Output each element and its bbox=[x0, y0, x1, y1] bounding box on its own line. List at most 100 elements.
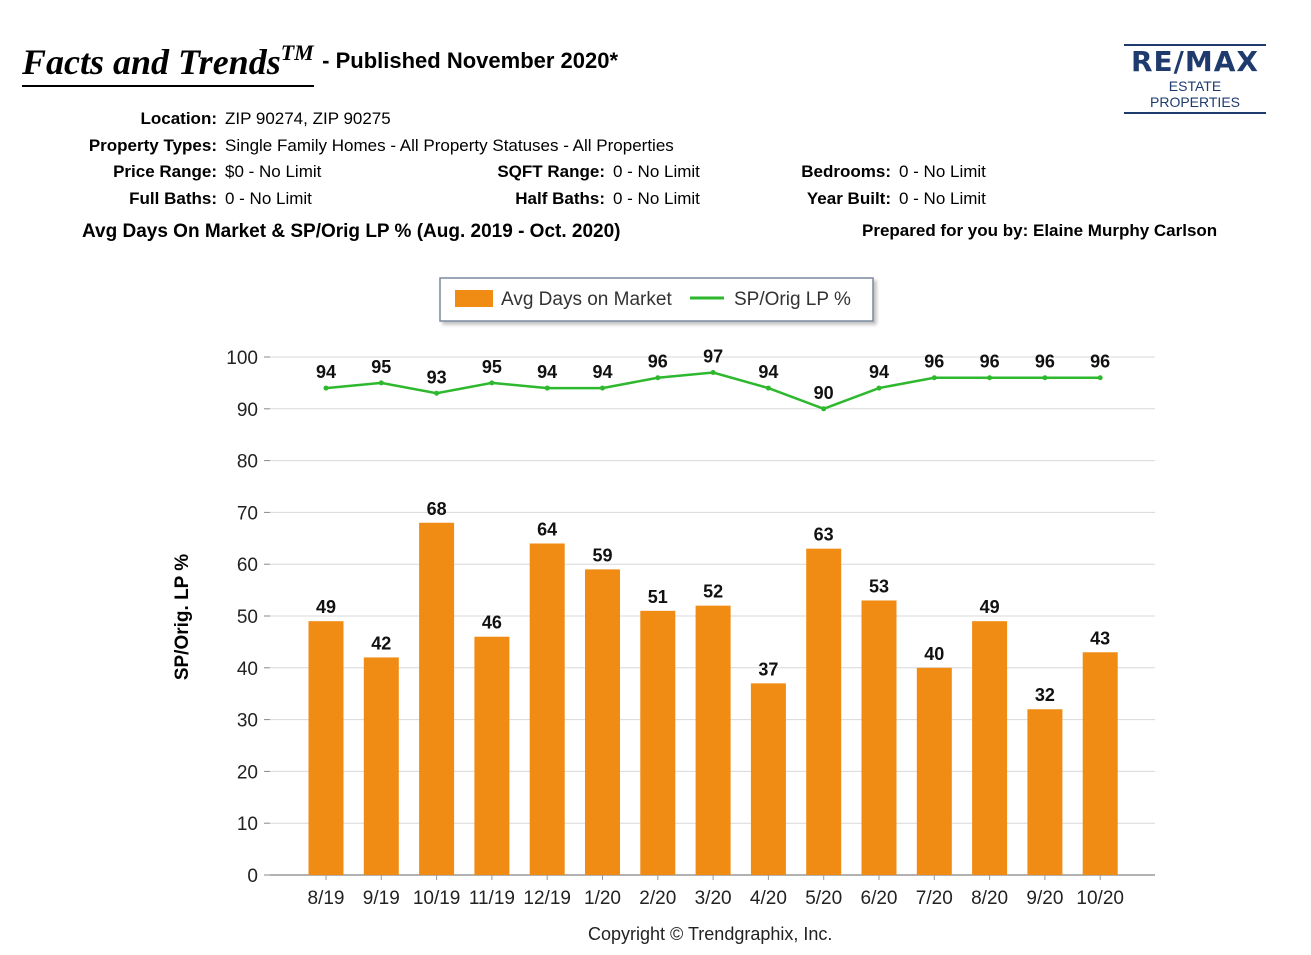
bar bbox=[419, 522, 455, 875]
x-tick-label: 9/20 bbox=[1026, 888, 1063, 909]
half-baths-value: 0 - No Limit bbox=[613, 189, 700, 208]
bar bbox=[529, 543, 565, 875]
line-point bbox=[931, 375, 937, 381]
year-built-row: Year Built: 0 - No Limit bbox=[700, 189, 986, 209]
bedrooms-label: Bedrooms: bbox=[801, 162, 891, 181]
y-tick-label: 50 bbox=[237, 607, 258, 628]
copyright-notice: Copyright © Trendgraphix, Inc. bbox=[588, 924, 833, 944]
line-value-label: 97 bbox=[703, 347, 723, 367]
line-point bbox=[378, 380, 384, 386]
line-point bbox=[765, 385, 771, 391]
x-axis-ticks: 8/19 9/19 10/19 11/19 12/19 1/20 2/20 3/20 4/20 5… bbox=[308, 875, 1124, 909]
line-value-label: 94 bbox=[592, 362, 612, 382]
bar-value-label: 52 bbox=[703, 582, 723, 602]
line-value-label: 96 bbox=[1090, 352, 1110, 372]
bar bbox=[585, 569, 620, 875]
line-point bbox=[434, 390, 440, 396]
legend-box bbox=[439, 277, 874, 322]
property-types-value: Single Family Homes - All Property Statu… bbox=[225, 136, 674, 155]
year-built-label: Year Built: bbox=[806, 189, 891, 208]
line-point bbox=[1097, 375, 1103, 381]
bar bbox=[363, 657, 399, 875]
prepared-by: Prepared for you by: Elaine Murphy Carls… bbox=[862, 221, 1218, 240]
bar-value-label: 59 bbox=[592, 545, 612, 565]
bar-value-label: 51 bbox=[648, 587, 668, 607]
half-baths-label: Half Baths: bbox=[515, 189, 605, 208]
bar-value-label: 49 bbox=[316, 597, 336, 617]
y-tick-label: 20 bbox=[237, 762, 258, 783]
line-point bbox=[489, 380, 495, 386]
x-tick-label: 12/19 bbox=[523, 888, 571, 909]
bar bbox=[640, 610, 676, 875]
line-point bbox=[600, 385, 605, 391]
y-tick-label: 90 bbox=[237, 400, 258, 421]
bar-value-label: 68 bbox=[427, 499, 447, 519]
y-axis-ticks: 0 10 20 30 40 50 60 70 80 90 100 bbox=[226, 348, 270, 887]
line-point bbox=[876, 385, 882, 391]
trademark-mark: TM bbox=[280, 40, 314, 65]
report-title: Facts and TrendsTM - Published November … bbox=[22, 40, 618, 87]
line-point bbox=[710, 370, 716, 376]
price-range-row: Price Range: $0 - No Limit bbox=[0, 162, 321, 182]
bar bbox=[1082, 652, 1118, 875]
line-value-label: 94 bbox=[316, 362, 336, 382]
line-value-label: 90 bbox=[814, 383, 834, 403]
bar-value-label: 43 bbox=[1090, 628, 1110, 648]
bar bbox=[806, 548, 842, 875]
price-range-label: Price Range: bbox=[113, 162, 217, 181]
full-baths-value: 0 - No Limit bbox=[225, 189, 312, 208]
line-point bbox=[655, 375, 661, 381]
y-tick-label: 10 bbox=[237, 814, 258, 835]
legend-label-sp-orig-lp: SP/Orig LP % bbox=[734, 289, 851, 310]
legend-swatch-bar bbox=[455, 290, 493, 307]
bedrooms-row: Bedrooms: 0 - No Limit bbox=[700, 162, 986, 182]
full-baths-row: Full Baths: 0 - No Limit bbox=[0, 189, 312, 209]
y-tick-label: 0 bbox=[247, 866, 258, 887]
price-range-value: $0 - No Limit bbox=[225, 162, 322, 181]
line-point bbox=[987, 375, 993, 381]
x-tick-label: 11/19 bbox=[469, 888, 515, 909]
property-types-label: Property Types: bbox=[88, 136, 217, 155]
logo-subtitle: ESTATE PROPERTIES bbox=[1150, 78, 1240, 110]
bar-value-label: 42 bbox=[371, 633, 391, 653]
x-tick-label: 3/20 bbox=[695, 888, 732, 909]
title-main: Facts and TrendsTM bbox=[22, 40, 314, 87]
line-value-label: 96 bbox=[1035, 352, 1055, 372]
sqft-range-label: SQFT Range: bbox=[497, 162, 605, 181]
line-point bbox=[323, 385, 329, 391]
location-value: ZIP 90274, ZIP 90275 bbox=[225, 109, 391, 128]
x-tick-label: 2/20 bbox=[639, 888, 676, 909]
line-series-sp-orig-lp: 94 95 93 95 94 94 96 97 94 90 94 96 96 96 96 bbox=[316, 347, 1110, 412]
y-tick-label: 40 bbox=[237, 659, 258, 680]
title-published-date: - Published November 2020* bbox=[322, 48, 619, 73]
location-row: Location: ZIP 90274, ZIP 90275 bbox=[0, 109, 391, 129]
bar bbox=[695, 605, 731, 875]
x-tick-label: 9/19 bbox=[363, 888, 400, 909]
line-value-label: 96 bbox=[648, 352, 668, 372]
y-tick-label: 30 bbox=[237, 711, 258, 732]
bar-value-label: 49 bbox=[980, 597, 1000, 617]
bar-value-label: 40 bbox=[924, 644, 944, 664]
bedrooms-value: 0 - No Limit bbox=[899, 162, 986, 181]
bar bbox=[861, 600, 897, 875]
bar bbox=[308, 621, 344, 875]
bar-value-label: 37 bbox=[758, 659, 778, 679]
line-value-label: 96 bbox=[980, 352, 1000, 372]
line-value-label: 95 bbox=[371, 357, 391, 377]
bar-value-label: 46 bbox=[482, 613, 502, 633]
year-built-value: 0 - No Limit bbox=[899, 189, 986, 208]
line-point bbox=[821, 406, 827, 412]
bar-value-label: 64 bbox=[537, 519, 557, 539]
remax-logo: RE/MAX ESTATE PROPERTIES bbox=[1124, 44, 1266, 114]
x-tick-label: 4/20 bbox=[750, 888, 787, 909]
bar bbox=[474, 636, 510, 875]
bar bbox=[750, 683, 786, 875]
y-axis-label: SP/Orig. LP % bbox=[172, 554, 193, 680]
x-tick-label: 8/19 bbox=[308, 888, 345, 909]
x-tick-label: 5/20 bbox=[805, 888, 842, 909]
x-tick-label: 10/19 bbox=[413, 888, 461, 909]
line-value-label: 93 bbox=[427, 367, 447, 387]
logo-wordmark: RE/MAX bbox=[1130, 45, 1260, 78]
half-baths-row: Half Baths: 0 - No Limit bbox=[400, 189, 700, 209]
chart-subtitle: Avg Days On Market & SP/Orig LP % (Aug. … bbox=[82, 221, 621, 242]
